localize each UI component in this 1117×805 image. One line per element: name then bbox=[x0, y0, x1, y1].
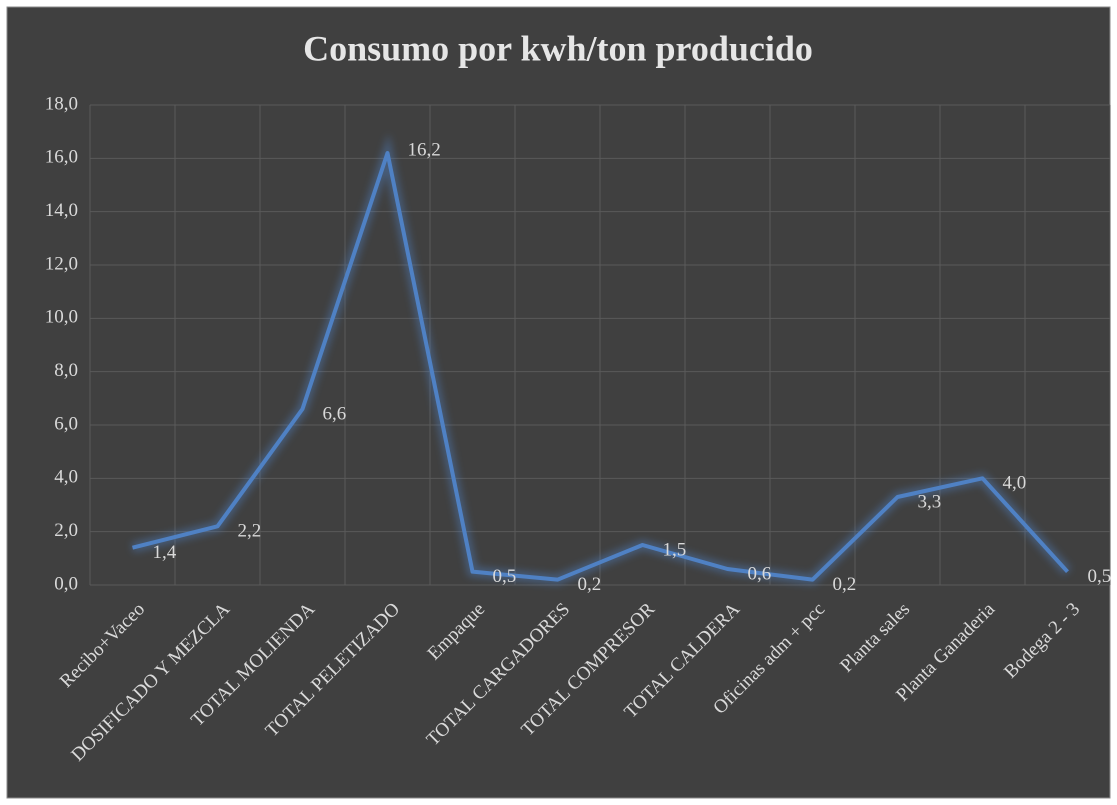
y-tick-label: 8,0 bbox=[54, 360, 78, 381]
y-tick-label: 6,0 bbox=[54, 413, 78, 434]
data-label: 6,6 bbox=[323, 403, 347, 424]
y-tick-label: 16,0 bbox=[45, 147, 78, 168]
y-tick-label: 14,0 bbox=[45, 200, 78, 221]
data-label: 0,5 bbox=[1088, 566, 1112, 587]
data-label: 0,2 bbox=[833, 574, 857, 595]
data-label: 1,4 bbox=[153, 542, 177, 563]
y-tick-label: 12,0 bbox=[45, 253, 78, 274]
data-label: 1,5 bbox=[663, 539, 687, 560]
y-tick-label: 18,0 bbox=[45, 93, 78, 114]
y-tick-label: 2,0 bbox=[54, 520, 78, 541]
line bbox=[132, 151, 1069, 582]
y-tick-label: 0,0 bbox=[54, 573, 78, 594]
data-label: 0,6 bbox=[748, 563, 772, 584]
y-tick-label: 4,0 bbox=[54, 467, 78, 488]
data-label: 16,2 bbox=[408, 139, 441, 160]
data-label: 0,5 bbox=[493, 566, 517, 587]
data-label: 0,2 bbox=[578, 574, 602, 595]
data-label: 2,2 bbox=[238, 521, 262, 542]
data-label: 4,0 bbox=[1003, 473, 1027, 494]
data-label: 3,3 bbox=[918, 491, 942, 512]
chart-title: Consumo por kwh/ton producido bbox=[303, 28, 813, 68]
y-tick-label: 10,0 bbox=[45, 307, 78, 328]
chart-background bbox=[6, 6, 1111, 799]
